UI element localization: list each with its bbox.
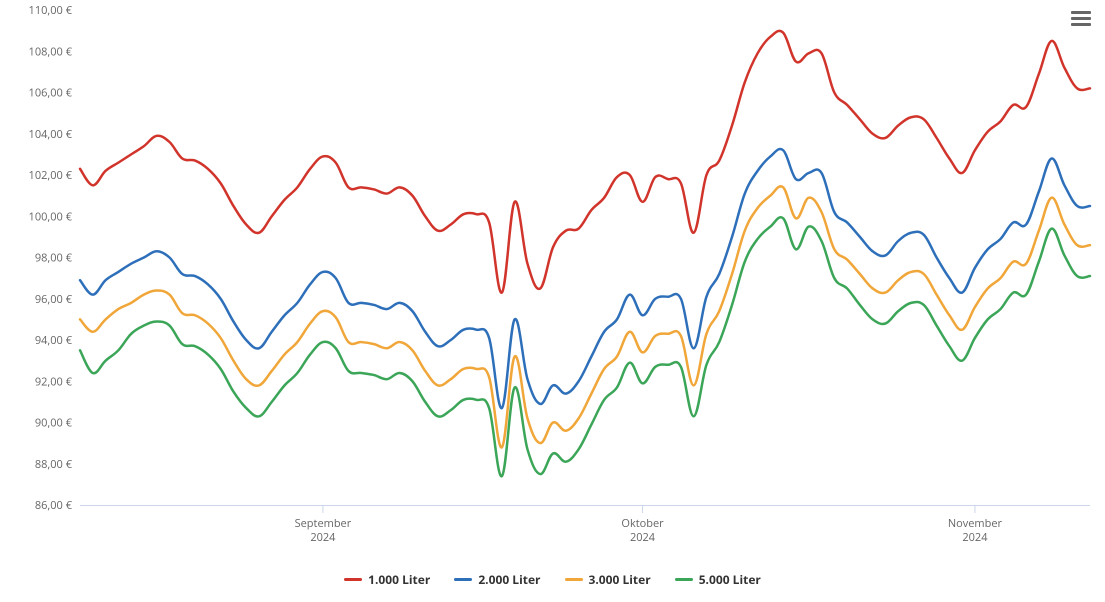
x-tick-label-month: November	[948, 516, 1003, 531]
y-tick-label: 90,00 €	[35, 416, 73, 431]
x-tick-label-year: 2024	[630, 530, 656, 545]
legend-item[interactable]: 5.000 Liter	[675, 571, 761, 588]
hamburger-menu-icon[interactable]	[1071, 8, 1091, 26]
x-tick-label-month: Oktober	[621, 516, 664, 531]
legend-label: 1.000 Liter	[368, 571, 430, 588]
series-line	[80, 31, 1090, 293]
y-tick-label: 98,00 €	[35, 251, 73, 266]
y-tick-label: 110,00 €	[29, 3, 73, 18]
price-chart: 86,00 € 88,00 € 90,00 € 92,00 € 94,00 € 96,00…	[0, 0, 1105, 602]
legend-label: 2.000 Liter	[478, 571, 540, 588]
x-tick-label-year: 2024	[962, 530, 988, 545]
legend-label: 3.000 Liter	[589, 571, 651, 588]
legend-label: 5.000 Liter	[699, 571, 761, 588]
chart-canvas: 86,00 € 88,00 € 90,00 € 92,00 € 94,00 € 96,00…	[0, 0, 1105, 602]
y-tick-label: 86,00 €	[35, 498, 73, 513]
y-tick-label: 96,00 €	[35, 292, 73, 307]
legend-swatch	[565, 578, 583, 581]
legend-swatch	[675, 578, 693, 581]
legend: 1.000 Liter 2.000 Liter 3.000 Liter 5.000 L…	[0, 568, 1105, 588]
y-tick-label: 88,00 €	[35, 457, 73, 472]
series-line	[80, 149, 1090, 408]
y-tick-label: 100,00 €	[29, 209, 73, 224]
series-line	[80, 217, 1090, 476]
legend-swatch	[454, 578, 472, 581]
y-tick-label: 106,00 €	[29, 86, 73, 101]
legend-item[interactable]: 2.000 Liter	[454, 571, 540, 588]
y-tick-label: 92,00 €	[35, 374, 73, 389]
y-tick-label: 94,00 €	[35, 333, 73, 348]
y-tick-label: 104,00 €	[29, 127, 73, 142]
legend-item[interactable]: 3.000 Liter	[565, 571, 651, 588]
legend-swatch	[344, 578, 362, 581]
x-tick-label-month: September	[295, 516, 352, 531]
x-tick-label-year: 2024	[310, 530, 336, 545]
y-tick-label: 108,00 €	[29, 44, 73, 59]
y-tick-label: 102,00 €	[29, 168, 73, 183]
legend-item[interactable]: 1.000 Liter	[344, 571, 430, 588]
